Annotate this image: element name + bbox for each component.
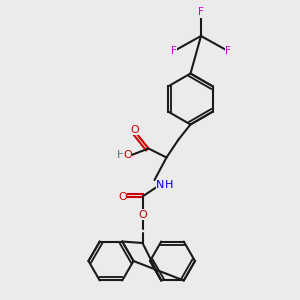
Text: H: H (117, 149, 126, 160)
Text: F: F (198, 7, 204, 17)
Text: H: H (165, 179, 173, 190)
Text: O: O (138, 209, 147, 220)
Text: N: N (156, 179, 165, 190)
Text: O: O (130, 125, 140, 135)
Text: O: O (118, 191, 127, 202)
Text: F: F (225, 46, 231, 56)
Text: F: F (171, 46, 177, 56)
Text: O: O (123, 149, 132, 160)
